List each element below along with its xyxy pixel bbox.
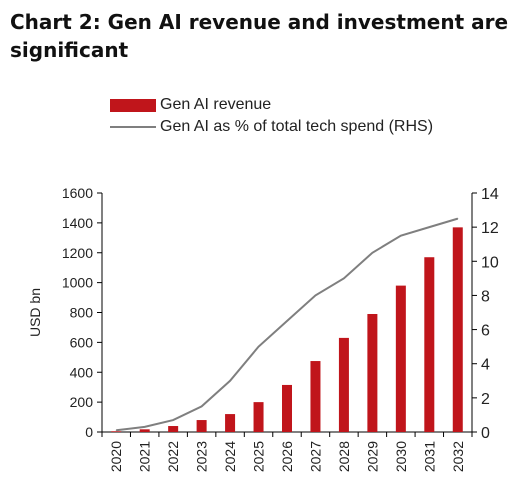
line-point-2023 (201, 405, 203, 407)
bar-2027 (310, 361, 321, 432)
bar-2030 (395, 285, 406, 432)
bar-2023 (196, 420, 207, 432)
chart-title: Chart 2: Gen AI revenue and investment a… (10, 10, 509, 62)
y2-tick-label: 2 (481, 391, 490, 408)
y-tick-label: 400 (70, 364, 94, 380)
x-tick-label: 2029 (364, 441, 380, 472)
line-point-2020 (115, 429, 117, 431)
x-tick-label: 2028 (336, 441, 352, 472)
y-tick-label: 1200 (62, 245, 93, 261)
y2-tick-label: 10 (481, 254, 499, 271)
y-axis-label: USD bn (27, 288, 43, 337)
line-series (115, 217, 459, 432)
line-point-2022 (172, 419, 174, 421)
bar-2029 (367, 313, 378, 432)
legend-item-share: Gen AI as % of total tech spend (RHS) (110, 116, 433, 138)
y2-tick-label: 12 (481, 220, 499, 237)
y-tick-label: 600 (70, 334, 94, 350)
bar-2031 (424, 257, 435, 432)
bar-2025 (253, 402, 264, 432)
bar-2028 (338, 337, 349, 432)
line-point-2031 (428, 226, 430, 228)
bar-2021 (139, 429, 150, 432)
x-tick-label: 2026 (279, 441, 295, 472)
y-tick-label: 200 (70, 394, 94, 410)
x-tick-label: 2030 (393, 441, 409, 472)
x-tick-label: 2023 (194, 441, 210, 472)
bar-2022 (168, 426, 179, 432)
x-tick-label: 2024 (222, 441, 238, 472)
y2-tick-label: 6 (481, 323, 490, 340)
x-tick-label: 2020 (108, 441, 124, 472)
x-tick-label: 2025 (251, 441, 267, 472)
y-tick-label: 1600 (62, 185, 93, 201)
y2-tick-label: 8 (481, 288, 490, 305)
x-tick-label: 2027 (307, 441, 323, 472)
line-point-2024 (229, 380, 231, 382)
bar-2026 (282, 384, 292, 432)
line-point-2032 (457, 218, 459, 220)
x-tick-label: 2022 (165, 441, 181, 472)
line-point-2028 (343, 277, 345, 279)
y2-tick-label: 0 (481, 425, 490, 442)
x-tick-label: 2031 (421, 441, 437, 472)
line-point-2029 (371, 252, 373, 254)
line-point-2030 (400, 235, 402, 237)
y-tick-label: 1400 (62, 215, 93, 231)
line-point-2021 (144, 426, 146, 428)
y-tick-label: 1000 (62, 275, 93, 291)
legend: Gen AI revenue Gen AI as % of total tech… (110, 94, 433, 138)
bar-2024 (225, 414, 236, 432)
legend-swatch-line (110, 126, 156, 128)
line-point-2025 (258, 346, 260, 348)
line-point-2026 (286, 320, 288, 322)
y-tick-label: 800 (70, 305, 94, 321)
bar-2020 (111, 431, 122, 432)
y-tick-label: 0 (85, 424, 93, 440)
y2-tick-label: 14 (481, 186, 499, 203)
x-tick-label: 2032 (450, 441, 466, 472)
y2-tick-label: 4 (481, 357, 490, 374)
x-tick-label: 2021 (137, 441, 153, 472)
bars (111, 227, 463, 432)
legend-item-revenue: Gen AI revenue (110, 94, 433, 116)
legend-swatch-bar (110, 98, 156, 112)
legend-label-share: Gen AI as % of total tech spend (RHS) (160, 118, 434, 135)
legend-label-revenue: Gen AI revenue (160, 96, 272, 113)
line-point-2027 (314, 294, 316, 296)
bar-2032 (452, 227, 463, 432)
